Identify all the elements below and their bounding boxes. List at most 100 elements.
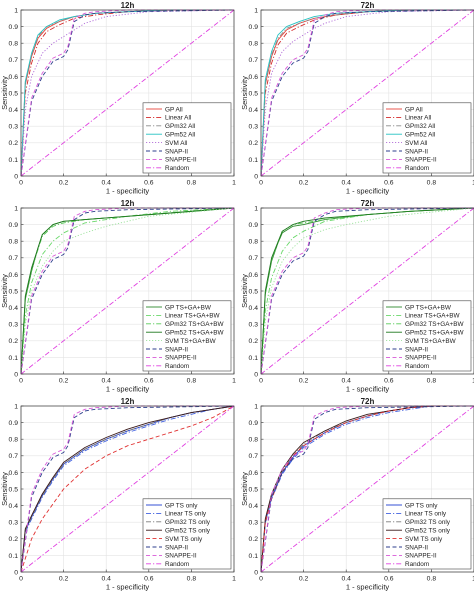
y-tick-label: 0.6 — [9, 470, 19, 477]
legend-entry: GPm52 TS+GA+BW — [165, 330, 224, 337]
y-tick-label: 0.6 — [249, 272, 259, 279]
axes-frame — [260, 207, 474, 375]
series-line-7 — [260, 405, 474, 573]
y-tick-label: 0.9 — [9, 420, 19, 427]
x-tick-label: 0 — [19, 576, 23, 583]
x-tick-label: 0.8 — [187, 576, 197, 583]
chart-panel-4: 0 0.1 0.2 0.3 0.4 0.5 0.6 0.7 0.8 0.9 1 0 0.2 0.4 0.6 0… — [240, 199, 474, 394]
axes-frame — [20, 207, 235, 375]
x-axis-label: 1 - specificity — [346, 583, 390, 592]
series-line-7 — [20, 9, 234, 177]
y-tick-label: 0.4 — [249, 503, 259, 510]
axes-frame — [260, 405, 474, 573]
x-tick-label: 0.8 — [427, 576, 437, 583]
legend-entry: GPm32 TS only — [405, 519, 451, 526]
series-line-5 — [20, 405, 235, 573]
series-line-4 — [20, 9, 234, 177]
y-tick-label: 0.2 — [9, 140, 19, 147]
chart-title: 12h — [121, 397, 135, 406]
legend-entry: Linear All — [165, 115, 191, 122]
y-tick-label: 0.2 — [9, 536, 19, 543]
y-tick-label: 0.9 — [249, 420, 259, 427]
y-tick-label: 0.4 — [249, 107, 259, 114]
series-line-6 — [260, 405, 474, 573]
legend-box — [382, 498, 472, 570]
x-tick-label: 0.2 — [59, 576, 69, 583]
y-tick-label: 0.1 — [9, 553, 19, 560]
x-tick-label: 1 — [472, 180, 474, 187]
legend-entry: SVM TS+GA+BW — [405, 338, 457, 345]
y-tick-label: 0.3 — [249, 520, 259, 527]
chart-title: 72h — [361, 1, 375, 10]
chart-title: 12h — [121, 199, 135, 208]
series-line-6 — [20, 405, 235, 573]
series-line-4 — [260, 9, 474, 177]
x-tick-label: 0.8 — [427, 378, 437, 385]
series-line-4 — [20, 207, 235, 375]
x-tick-label: 0.6 — [144, 378, 154, 385]
y-tick-label: 0 — [254, 371, 258, 378]
y-tick-label: 0.8 — [9, 239, 19, 246]
x-tick-label: 0.6 — [384, 180, 394, 187]
x-axis-label: 1 - specificity — [106, 385, 150, 394]
y-tick-label: 0.1 — [249, 355, 259, 362]
series-line-3 — [260, 207, 474, 375]
y-tick-label: 0.7 — [249, 57, 259, 64]
y-tick-label: 0.1 — [9, 157, 19, 164]
x-tick-label: 0.2 — [299, 576, 309, 583]
y-tick-label: 1 — [254, 205, 258, 212]
y-axis-label: Sensitivity — [240, 274, 249, 308]
y-tick-label: 0.7 — [9, 453, 19, 460]
chart-title: 72h — [361, 397, 375, 406]
legend-entry: Random — [405, 363, 429, 370]
y-tick-label: 0.5 — [9, 90, 19, 97]
series-line-4 — [20, 405, 235, 573]
series-line-8 — [20, 9, 235, 177]
y-tick-label: 0.3 — [249, 322, 259, 329]
y-tick-label: 0.7 — [9, 255, 19, 262]
x-tick-label: 0.4 — [101, 180, 111, 187]
chart-panel-3: 0 0.1 0.2 0.3 0.4 0.5 0.6 0.7 0.8 0.9 1 0 0.2 0.4 0.6 0… — [0, 199, 236, 394]
x-axis-label: 1 - specificity — [346, 385, 390, 394]
series-line-5 — [20, 207, 235, 375]
legend-entry: SNAP-II — [405, 148, 428, 155]
y-tick-label: 0.2 — [9, 338, 19, 345]
chart-title: 72h — [361, 199, 375, 208]
y-tick-label: 0.5 — [9, 486, 19, 493]
y-tick-label: 0.3 — [9, 322, 19, 329]
x-tick-label: 0 — [19, 378, 23, 385]
legend-entry: SVM All — [165, 140, 187, 147]
y-tick-label: 0 — [14, 371, 18, 378]
legend-box — [142, 498, 232, 570]
series-line-7 — [20, 405, 234, 573]
legend-entry: Linear All — [405, 115, 431, 122]
legend-entry: Random — [165, 165, 189, 172]
x-tick-label: 0.2 — [59, 180, 69, 187]
series-line-5 — [260, 207, 474, 375]
legend-entry: GPm52 All — [165, 132, 195, 139]
legend-entry: SNAPPE-II — [405, 355, 437, 362]
legend-entry: Random — [165, 363, 189, 370]
legend-entry: GP TS only — [405, 502, 438, 509]
legend-entry: GPm32 TS+GA+BW — [165, 321, 224, 328]
y-tick-label: 0.8 — [249, 239, 259, 246]
legend-entry: GP All — [405, 106, 423, 113]
y-tick-label: 0.5 — [9, 288, 19, 295]
legend-entry: Linear TS only — [405, 511, 447, 518]
y-tick-label: 0.3 — [9, 124, 19, 131]
x-tick-label: 0.8 — [187, 378, 197, 385]
series-line-6 — [260, 207, 474, 375]
x-tick-label: 0.4 — [341, 576, 351, 583]
chart-title: 12h — [121, 1, 135, 10]
y-tick-label: 0.2 — [249, 140, 259, 147]
y-tick-label: 0.9 — [249, 24, 259, 31]
y-tick-label: 0.8 — [9, 437, 19, 444]
chart-panel-1: 0 0.1 0.2 0.3 0.4 0.5 0.6 0.7 0.8 0.9 1 0 0.2 0.4 0.6 0… — [0, 1, 236, 196]
legend-entry: GP TS+GA+BW — [405, 304, 452, 311]
y-axis-label: Sensitivity — [0, 274, 9, 308]
series-line-8 — [260, 9, 474, 177]
axes-frame — [20, 9, 235, 177]
